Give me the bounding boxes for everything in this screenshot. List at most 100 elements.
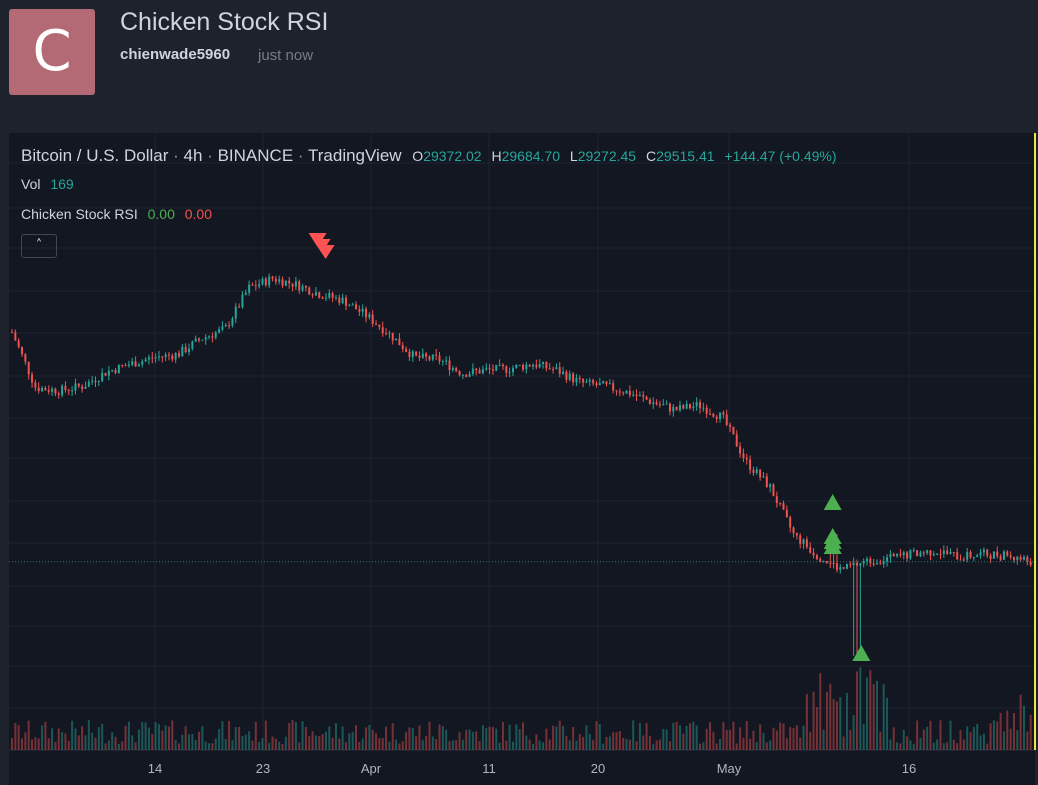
- candle-body: [568, 373, 571, 380]
- volume-bar: [992, 720, 995, 750]
- candle-body: [87, 381, 90, 387]
- author-name[interactable]: chienwade5960: [120, 46, 231, 63]
- x-tick-label: Apr: [361, 761, 382, 776]
- volume-bar: [759, 724, 762, 750]
- chart-canvas[interactable]: 14 23 Apr 11 20 May 16: [9, 133, 1035, 785]
- volume-label: Vol: [21, 176, 41, 192]
- volume-bar: [789, 726, 792, 750]
- volume-bar: [31, 739, 34, 750]
- candle-body: [438, 355, 441, 362]
- volume-bar: [672, 722, 675, 750]
- volume-bar: [501, 721, 504, 750]
- volume-bar: [248, 731, 251, 750]
- candle-body: [405, 348, 408, 352]
- volume-bar: [922, 729, 925, 750]
- indicator-legend[interactable]: Chicken Stock RSI 0.00 0.00: [21, 206, 212, 222]
- volume-bar: [986, 743, 989, 750]
- volume-bar: [525, 735, 528, 750]
- candle-body: [348, 305, 351, 307]
- candle-body: [254, 285, 257, 287]
- volume-bar: [294, 722, 297, 750]
- volume-legend[interactable]: Vol 169: [21, 176, 74, 192]
- candle-body: [421, 353, 424, 358]
- candle-body: [144, 359, 147, 362]
- symbol-name[interactable]: Bitcoin / U.S. Dollar: [21, 146, 169, 165]
- volume-bar: [425, 735, 428, 750]
- volume-bar: [989, 723, 992, 750]
- price-chart[interactable]: 14 23 Apr 11 20 May 16 Bitcoin / U.S. Dollar ·…: [9, 133, 1035, 785]
- volume-bar: [107, 740, 110, 750]
- candle-body: [84, 386, 87, 389]
- volume-bar: [558, 720, 561, 750]
- candle-body: [705, 407, 708, 414]
- candle-body: [522, 364, 524, 370]
- volume-bar: [304, 727, 307, 750]
- candle-body: [635, 394, 638, 397]
- volume-bar: [996, 721, 999, 750]
- candle-body: [121, 364, 124, 366]
- candle-body: [64, 385, 67, 391]
- candle-body: [869, 558, 872, 564]
- volume-bar: [57, 728, 60, 750]
- volume-bar: [542, 742, 545, 750]
- volume-bar: [632, 720, 635, 750]
- candle-body: [722, 412, 725, 415]
- volume-bar: [882, 684, 885, 750]
- candle-body: [638, 395, 641, 397]
- candle-body: [839, 567, 842, 570]
- candle-body: [508, 372, 511, 374]
- volume-bar: [1012, 712, 1015, 750]
- open-label: O: [412, 148, 424, 164]
- volume-bar: [224, 738, 227, 750]
- candle-body: [291, 283, 294, 287]
- volume-bar: [532, 743, 535, 750]
- volume-bar: [969, 732, 972, 750]
- candle-body: [782, 503, 785, 510]
- candle-body: [47, 390, 50, 392]
- volume-bar: [481, 725, 484, 750]
- volume-bar: [211, 743, 214, 750]
- volume-bar: [64, 733, 67, 750]
- volume-bar: [785, 738, 788, 750]
- candle-body: [321, 297, 324, 299]
- volume-bar: [344, 742, 347, 750]
- idea-title[interactable]: Chicken Stock RSI: [120, 8, 329, 36]
- candle-body: [184, 346, 187, 353]
- volume-bar: [535, 734, 538, 750]
- candle-body: [719, 412, 722, 420]
- candle-body: [929, 550, 932, 556]
- volume-bar: [17, 725, 20, 750]
- volume-bar: [765, 742, 768, 750]
- volume-bar: [929, 720, 932, 750]
- candle-body: [622, 392, 625, 394]
- volume-bar: [772, 727, 775, 750]
- candle-body: [238, 306, 241, 308]
- candle-body: [67, 390, 70, 392]
- candle-body: [1022, 557, 1025, 560]
- candle-body: [906, 552, 909, 559]
- candle-body: [415, 351, 418, 356]
- candle-body: [395, 338, 398, 341]
- volume-bar: [668, 741, 671, 750]
- volume-bar: [825, 691, 828, 750]
- candle-body: [298, 281, 301, 291]
- volume-bar: [595, 721, 598, 750]
- volume-bar: [886, 697, 889, 750]
- avatar[interactable]: C: [9, 9, 95, 95]
- volume-bar: [739, 727, 742, 750]
- volume-bar: [488, 726, 491, 750]
- candle-body: [962, 559, 965, 561]
- candle-body: [368, 314, 371, 318]
- volume-bar: [658, 739, 661, 750]
- volume-bar: [375, 733, 378, 750]
- volume-bar: [264, 720, 267, 750]
- volume-bar: [121, 741, 124, 750]
- volume-bar: [608, 736, 611, 750]
- volume-bar: [71, 720, 74, 750]
- candle-body: [17, 340, 20, 347]
- volume-bar: [117, 743, 120, 750]
- volume-bar: [451, 740, 454, 750]
- legend-collapse-button[interactable]: ˄: [21, 234, 57, 258]
- volume-bar: [11, 738, 13, 750]
- volume-bar: [421, 739, 424, 750]
